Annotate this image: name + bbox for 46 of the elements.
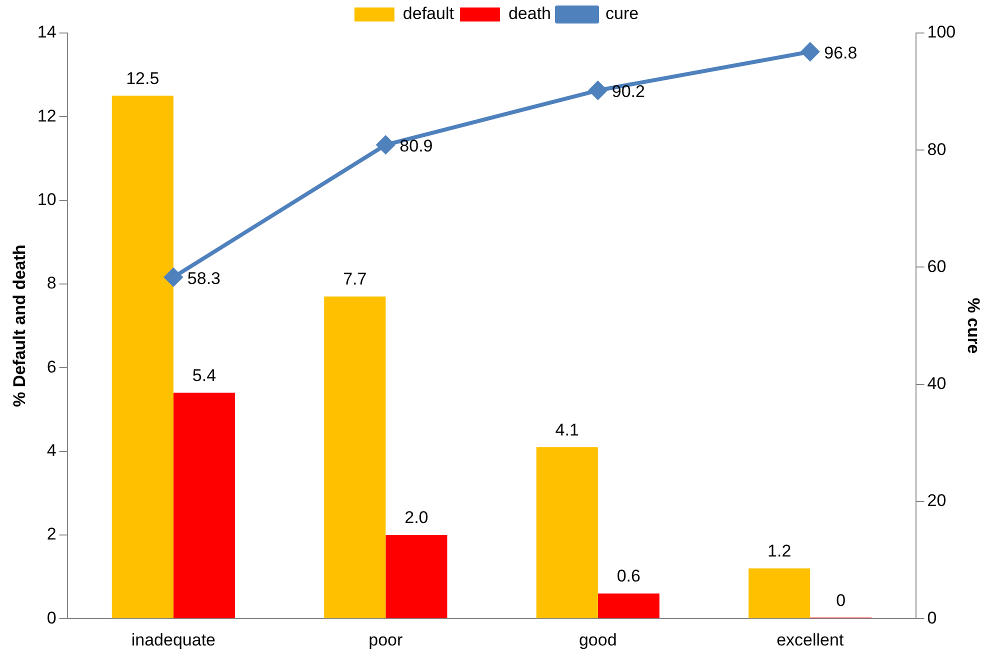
data-label: 4.1 [555, 420, 579, 440]
bar [112, 96, 174, 618]
point [801, 42, 820, 61]
data-label: 1.2 [768, 542, 792, 561]
y-axis-title: % Default and death [10, 244, 29, 408]
legend-label: death [508, 4, 552, 24]
y2-tick-label: 60 [927, 256, 946, 276]
bar [324, 296, 386, 618]
data-label: 7.7 [343, 270, 367, 289]
data-label: 0 [836, 590, 846, 610]
bar [173, 392, 235, 618]
y-tick-label: 4 [46, 440, 56, 460]
data-label: 58.3 [187, 268, 221, 288]
y-tick-label: 14 [37, 22, 56, 42]
y-tick-label: 12 [37, 106, 56, 126]
y2-tick-label: 0 [927, 608, 937, 628]
data-label: 96.8 [824, 43, 858, 62]
bar [748, 568, 810, 618]
point [376, 136, 395, 154]
legend-label: default [402, 4, 454, 24]
x-tick-label: poor [368, 630, 404, 650]
x-tick-label: excellent [776, 630, 844, 650]
data-label: 5.4 [192, 366, 216, 385]
data-label: 12.5 [126, 68, 160, 88]
data-label: 80.9 [400, 136, 433, 156]
point [588, 81, 607, 100]
y2-axis-title: % cure [964, 298, 984, 354]
x-tick-label: inadequate [131, 630, 216, 650]
data-label: 90.2 [612, 82, 645, 102]
y2-tick-label: 40 [927, 374, 946, 394]
bar [536, 447, 598, 618]
y-tick-label: 6 [46, 357, 56, 376]
y2-tick-label: 20 [927, 491, 946, 510]
legend-label: cure [606, 4, 639, 24]
bar [386, 534, 448, 618]
data-label: 0.6 [616, 566, 640, 586]
y2-tick-label: 100 [927, 22, 956, 42]
y-tick-label: 10 [37, 190, 56, 209]
bar [598, 594, 660, 618]
y2-tick-label: 80 [927, 140, 946, 159]
data-label: 2.0 [404, 508, 428, 528]
point [164, 268, 182, 286]
y-tick-label: 8 [46, 274, 56, 293]
y-tick-label: 2 [46, 524, 56, 544]
x-tick-label: good [578, 630, 617, 650]
y-tick-label: 0 [46, 608, 56, 628]
